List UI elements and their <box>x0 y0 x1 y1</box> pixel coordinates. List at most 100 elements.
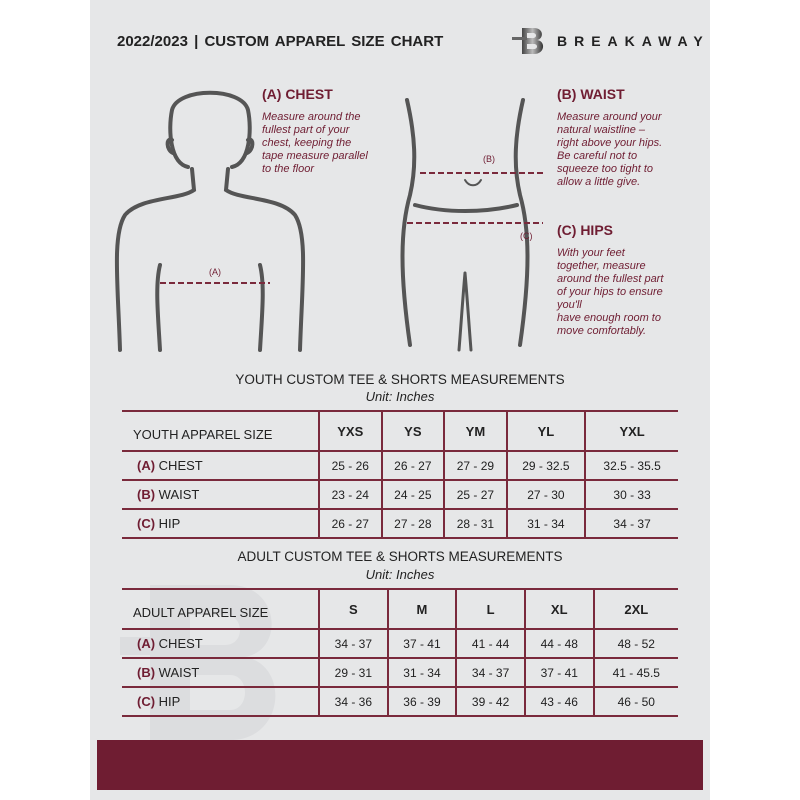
hips-text-line: of your hips to ensure <box>557 286 663 298</box>
measure-value: 26 - 27 <box>318 508 382 539</box>
measure-value: 37 - 41 <box>386 628 457 659</box>
adult-unit: Unit: Inches <box>365 567 435 582</box>
chest-figure-illustration: (A) <box>114 90 306 352</box>
waist-text-line: natural waistline – <box>557 124 646 136</box>
adult-table-title: ADULT CUSTOM TEE & SHORTS MEASUREMENTS <box>237 549 563 564</box>
size-header: YXL <box>584 410 678 452</box>
youth-table-title: YOUTH CUSTOM TEE & SHORTS MEASUREMENTS <box>235 372 565 387</box>
measure-value: 34 - 37 <box>584 508 678 539</box>
hips-text-line: together, measure <box>557 260 646 272</box>
size-header: XL <box>523 588 594 630</box>
measure-name: CHEST <box>158 458 203 473</box>
measure-value: 36 - 39 <box>386 686 457 717</box>
measure-value: 30 - 33 <box>584 479 678 510</box>
waist-marker: (B) <box>483 154 495 164</box>
waist-heading: (B) WAIST <box>557 86 625 102</box>
table-row: (A) CHEST 25 - 26 26 - 27 27 - 29 29 - 32.5 3… <box>122 450 678 481</box>
table-row: (C) HIP 34 - 36 36 - 39 39 - 42 43 - 46 46 - … <box>122 686 678 717</box>
size-label-header: YOUTH APPAREL SIZE <box>122 410 319 452</box>
measure-value: 41 - 44 <box>455 628 525 659</box>
measure-value: 28 - 31 <box>443 508 507 539</box>
measure-value: 41 - 45.5 <box>592 657 678 688</box>
waist-description: (B) WAIST Measure around your natural wa… <box>557 86 662 189</box>
measure-letter: (C) <box>137 516 156 531</box>
measure-value: 37 - 41 <box>523 657 594 688</box>
chest-text-line: to the floor <box>262 163 314 175</box>
measure-label: (A) CHEST <box>122 450 319 481</box>
measure-name: CHEST <box>158 636 203 651</box>
table-row: (C) HIP 26 - 27 27 - 28 28 - 31 31 - 34 34 - … <box>122 508 678 539</box>
footer-band <box>97 740 703 790</box>
size-header: L <box>455 588 525 630</box>
measure-letter: (C) <box>137 694 156 709</box>
measure-label: (B) WAIST <box>122 479 319 510</box>
measure-name: WAIST <box>158 665 200 680</box>
measure-value: 26 - 27 <box>380 450 445 481</box>
measure-value: 31 - 34 <box>505 508 586 539</box>
hips-text-line: move comfortably. <box>557 325 647 337</box>
size-header: YXS <box>318 410 382 452</box>
waist-text-line: squeeze too tight to <box>557 163 654 175</box>
measure-value: 27 - 30 <box>505 479 586 510</box>
waist-text-line: allow a little give. <box>557 176 641 188</box>
hips-description: (C) HIPS With your feet together, measur… <box>557 222 663 338</box>
hips-text-line: have enough room to <box>557 312 661 324</box>
chest-text-line: tape measure parallel <box>262 150 368 162</box>
measure-label: (B) WAIST <box>122 657 319 688</box>
table-row: (B) WAIST 29 - 31 31 - 34 34 - 37 37 - 41 41 … <box>122 657 678 688</box>
measure-letter: (B) <box>137 665 156 680</box>
measure-value: 29 - 32.5 <box>505 450 586 481</box>
measure-value: 43 - 46 <box>523 686 594 717</box>
chest-heading: (A) CHEST <box>262 86 333 102</box>
hips-text-line: you'll <box>557 299 582 311</box>
table-header-row: ADULT APPAREL SIZE S M L XL 2XL <box>122 588 678 630</box>
hips-text-line: With your feet <box>557 247 625 259</box>
measure-value: 34 - 37 <box>318 628 388 659</box>
size-label-header: ADULT APPAREL SIZE <box>122 588 319 630</box>
page-title: 2022/2023 | CUSTOM APPAREL SIZE CHART <box>117 33 444 50</box>
measure-value: 27 - 29 <box>443 450 507 481</box>
measure-letter: (A) <box>137 458 156 473</box>
measure-name: WAIST <box>158 487 200 502</box>
measure-value: 23 - 24 <box>318 479 382 510</box>
measure-value: 39 - 42 <box>455 686 525 717</box>
measure-value: 48 - 52 <box>592 628 678 659</box>
size-header: YS <box>380 410 445 452</box>
chest-text-line: Measure around the <box>262 111 361 123</box>
size-header: YL <box>505 410 586 452</box>
breakaway-logo-icon <box>512 28 544 54</box>
chest-text-line: fullest part of your <box>262 124 350 136</box>
size-header: 2XL <box>592 588 678 630</box>
waist-text-line: Measure around your <box>557 111 662 123</box>
measure-letter: (A) <box>137 636 156 651</box>
brand-name: BREAKAWAY <box>557 33 710 49</box>
size-header: S <box>318 588 388 630</box>
adult-size-table: ADULT APPAREL SIZE S M L XL 2XL (A) CHEST 34 - … <box>122 588 678 717</box>
measure-letter: (B) <box>137 487 156 502</box>
measure-label: (C) HIP <box>122 686 319 717</box>
hips-marker: (C) <box>520 231 533 241</box>
size-header: M <box>386 588 457 630</box>
table-header-row: YOUTH APPAREL SIZE YXS YS YM YL YXL <box>122 410 678 452</box>
measure-value: 25 - 26 <box>318 450 382 481</box>
waist-text-line: Be careful not to <box>557 150 638 162</box>
measure-value: 44 - 48 <box>523 628 594 659</box>
size-header: YM <box>443 410 507 452</box>
measure-name: HIP <box>158 694 181 709</box>
measure-value: 46 - 50 <box>592 686 678 717</box>
measure-value: 31 - 34 <box>386 657 457 688</box>
measure-value: 34 - 36 <box>318 686 388 717</box>
measure-value: 25 - 27 <box>443 479 507 510</box>
measure-name: HIP <box>158 516 181 531</box>
measure-value: 34 - 37 <box>455 657 525 688</box>
waist-text-line: right above your hips. <box>557 137 663 149</box>
hips-heading: (C) HIPS <box>557 222 613 238</box>
chest-text-line: chest, keeping the <box>262 137 352 149</box>
measure-value: 27 - 28 <box>380 508 445 539</box>
youth-size-table: YOUTH APPAREL SIZE YXS YS YM YL YXL (A) CHEST 2… <box>122 410 678 539</box>
youth-unit: Unit: Inches <box>365 389 435 404</box>
chest-marker: (A) <box>209 267 221 277</box>
measure-value: 29 - 31 <box>318 657 388 688</box>
hips-text-line: around the fullest part <box>557 273 664 285</box>
measure-label: (C) HIP <box>122 508 319 539</box>
